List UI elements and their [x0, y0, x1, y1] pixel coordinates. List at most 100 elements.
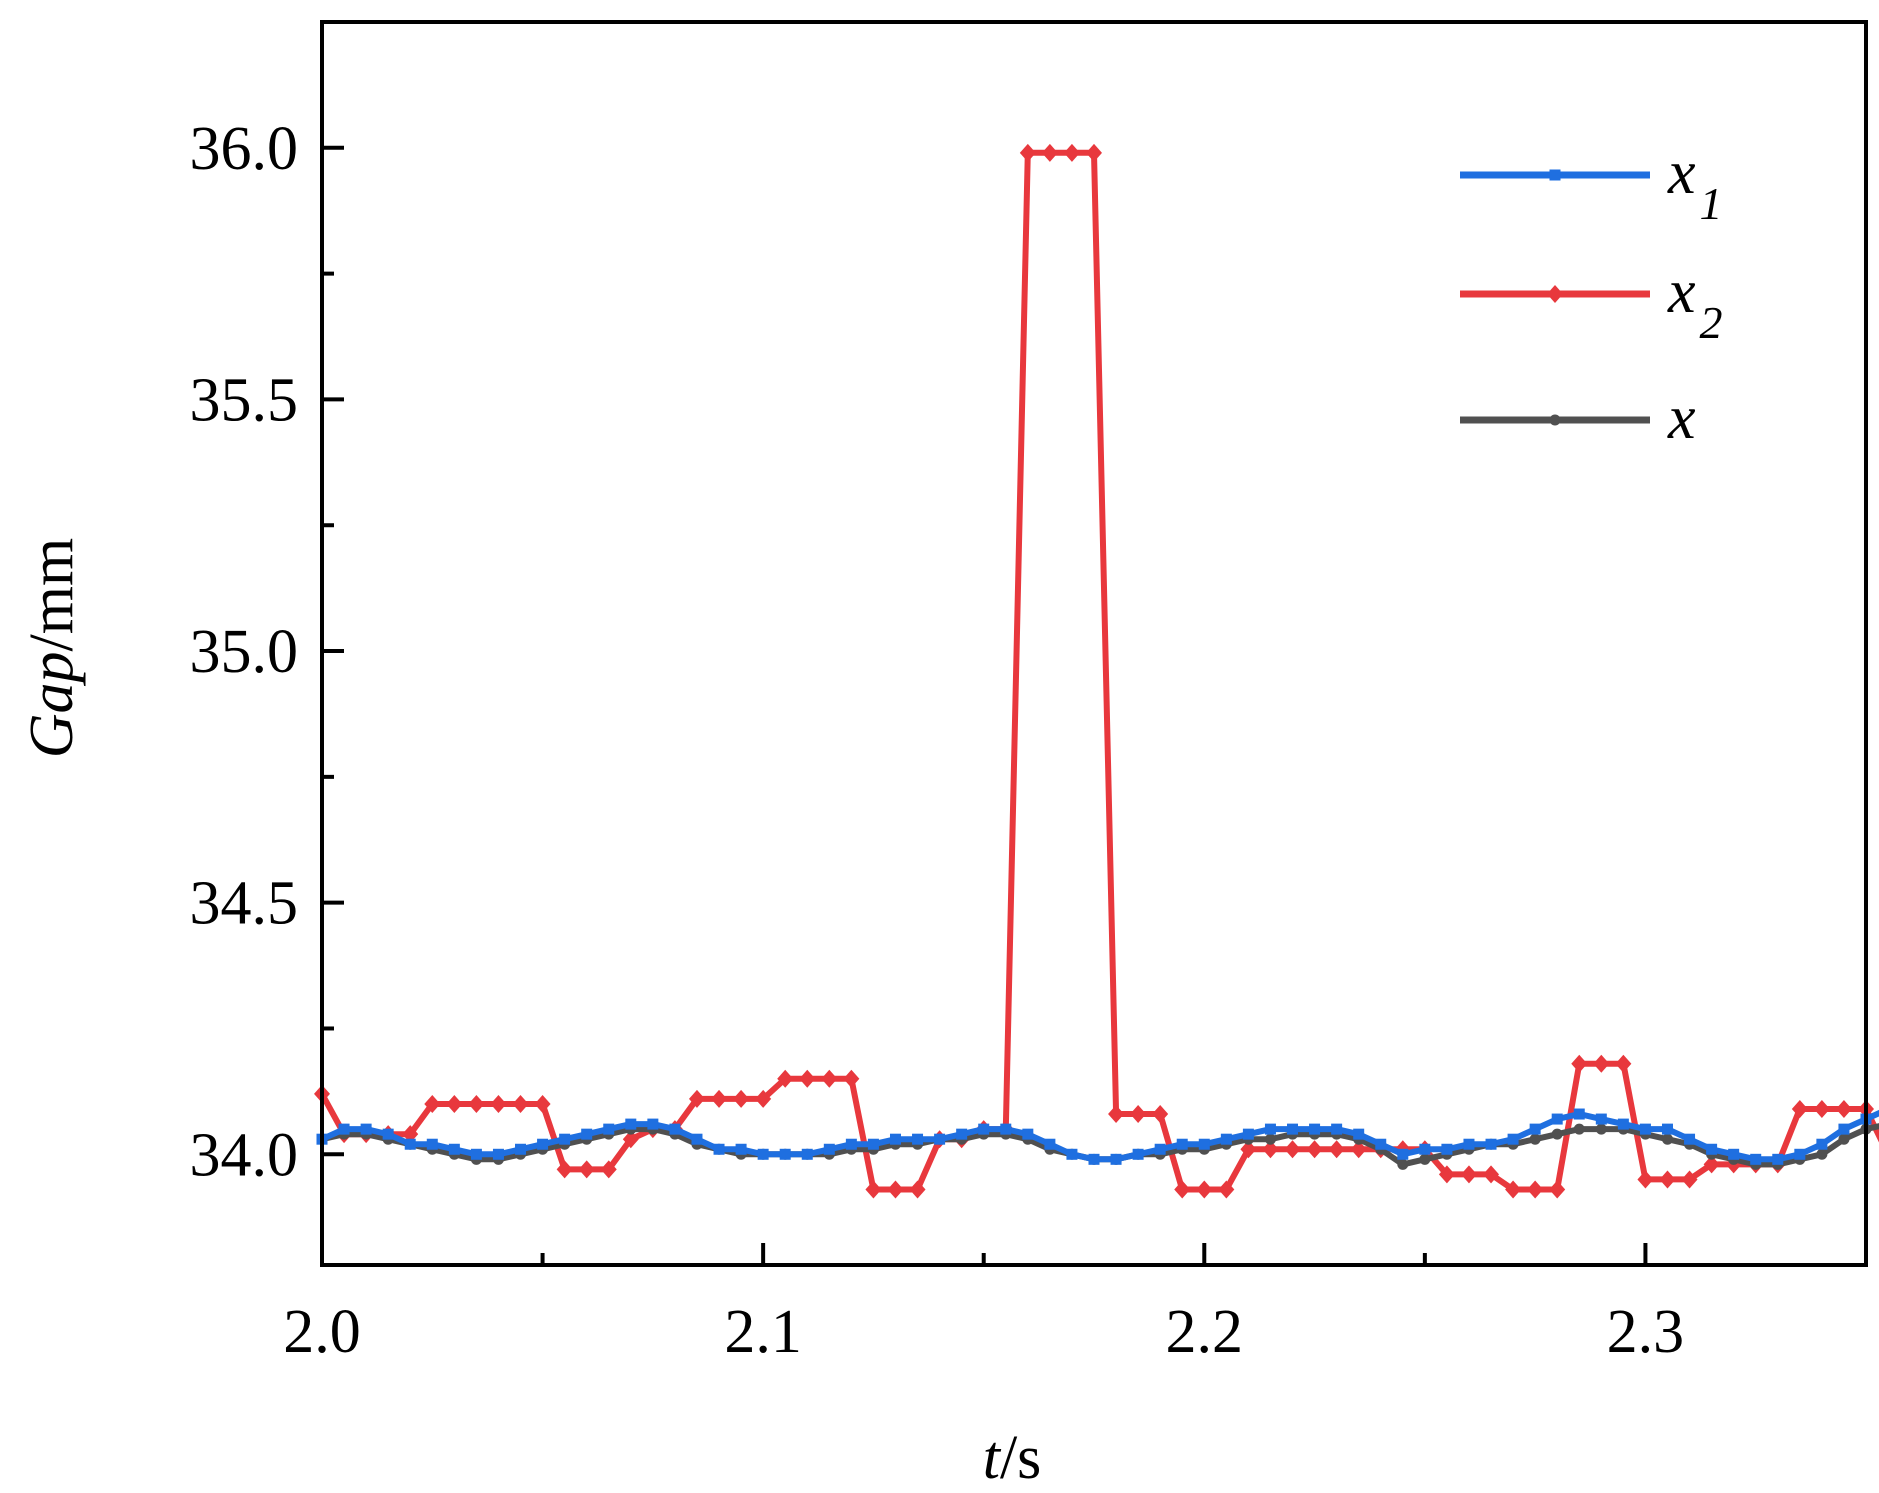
series-x1-point [1573, 1108, 1585, 1120]
y-tick-label: 35.0 [190, 618, 299, 686]
series-x1-point [1353, 1128, 1365, 1140]
legend-label-name: x [1667, 384, 1696, 452]
series-x1-point [1529, 1123, 1541, 1135]
series-x1-point [1507, 1133, 1519, 1145]
series-x1-point [912, 1133, 924, 1145]
series-x1-point [1066, 1148, 1078, 1160]
series-x1-point [1176, 1138, 1188, 1150]
series-x1-point [404, 1138, 416, 1150]
series-x2-point [799, 1069, 816, 1088]
legend-label: x2 [1667, 258, 1723, 348]
series-x2-point [1791, 1099, 1808, 1118]
series-x2-point [755, 1089, 772, 1108]
series-x1-point [559, 1133, 571, 1145]
legend-swatch-marker [1549, 414, 1561, 426]
series-x1-point [360, 1123, 372, 1135]
y-tick-label: 35.5 [190, 366, 299, 434]
series-x1-point [1684, 1133, 1696, 1145]
series-x2-point [1571, 1054, 1588, 1073]
series-x1-point [669, 1123, 681, 1135]
series-x1-point [1419, 1143, 1431, 1155]
series-x2-point [1615, 1054, 1632, 1073]
series-x2-point [512, 1094, 529, 1113]
series-x1-point [1154, 1143, 1166, 1155]
series-x1-point [1816, 1138, 1828, 1150]
legend-item-x2: x2 [1460, 258, 1723, 348]
series-x2-point [1306, 1140, 1323, 1159]
series-x2-point [1174, 1180, 1191, 1199]
series-x1-point [1110, 1153, 1122, 1165]
series-x2-point [1681, 1170, 1698, 1189]
series-x2-point [865, 1180, 882, 1199]
series-x1-point [1264, 1123, 1276, 1135]
series-x1-point [1044, 1138, 1056, 1150]
series-x2-point [600, 1160, 617, 1179]
legend-item-x: x [1460, 384, 1696, 452]
series-x1-point [338, 1123, 350, 1135]
series-x1-point [492, 1148, 504, 1160]
series-x2-point [1483, 1165, 1500, 1184]
series-x2-point [887, 1180, 904, 1199]
series-x1-point [757, 1148, 769, 1160]
series-x2-point [777, 1069, 794, 1088]
series-x1-point [956, 1128, 968, 1140]
series-x1-point [1309, 1123, 1321, 1135]
series-x1-point [1331, 1123, 1343, 1135]
legend-label-name: x [1667, 139, 1696, 207]
series-x2-point [1218, 1180, 1235, 1199]
legend-label-subscript: 2 [1700, 297, 1723, 348]
series-x2-point [1460, 1165, 1477, 1184]
series-x1-point [779, 1148, 791, 1160]
series-x2-point [622, 1130, 639, 1149]
series-x1 [316, 1108, 1879, 1165]
x-tick-label: 2.0 [283, 1298, 361, 1366]
series-x-point [1551, 1128, 1563, 1140]
series-x2-point [1019, 143, 1036, 162]
series-x1-point [603, 1123, 615, 1135]
series-x1-point [1441, 1143, 1453, 1155]
series-x1-point [1000, 1123, 1012, 1135]
series-x1-point [470, 1148, 482, 1160]
series-x2-point [1284, 1140, 1301, 1159]
series-x1-point [1617, 1118, 1629, 1130]
series-x1-point [1794, 1148, 1806, 1160]
y-axis-var: Gap [18, 651, 86, 758]
series-x1-point [1397, 1148, 1409, 1160]
series-x1-point [1198, 1138, 1210, 1150]
series-x2-point [468, 1094, 485, 1113]
series-x2-point [843, 1069, 860, 1088]
series-x1-point [1750, 1153, 1762, 1165]
series-x1-point [1485, 1138, 1497, 1150]
series-x1-point [691, 1133, 703, 1145]
legend-label-name: x [1667, 258, 1696, 326]
series-x1-point [448, 1143, 460, 1155]
legend-swatch-marker [1547, 285, 1563, 303]
series-x2 [314, 143, 1879, 1199]
series-x-point [1529, 1133, 1541, 1145]
series-x1-point [1772, 1153, 1784, 1165]
series-x2-point [1196, 1180, 1213, 1199]
series-x2-point [578, 1160, 595, 1179]
series-x2-point [402, 1125, 419, 1144]
series-x1-point [1838, 1123, 1850, 1135]
series-x1-point [735, 1143, 747, 1155]
y-axis-unit: /mm [18, 538, 86, 652]
y-tick-label: 34.0 [190, 1121, 299, 1189]
series-x2-point [1438, 1165, 1455, 1184]
series-x1-point [801, 1148, 813, 1160]
series-x1-point [1728, 1148, 1740, 1160]
x-tick-label: 2.3 [1607, 1298, 1685, 1366]
series-x-point [1573, 1123, 1585, 1135]
series-x2-point [1130, 1105, 1147, 1124]
series-x1-point [713, 1143, 725, 1155]
series-x1-point [515, 1143, 527, 1155]
legend-label-subscript: 1 [1700, 178, 1723, 229]
series-x2-point [1086, 143, 1102, 162]
series-x1-point [867, 1138, 879, 1150]
x-axis-var: t [983, 1424, 1002, 1492]
series-x1-point [1551, 1113, 1563, 1125]
series-x1-point [1132, 1148, 1144, 1160]
series-x2-point [424, 1094, 441, 1113]
series-x-point [1419, 1153, 1431, 1165]
